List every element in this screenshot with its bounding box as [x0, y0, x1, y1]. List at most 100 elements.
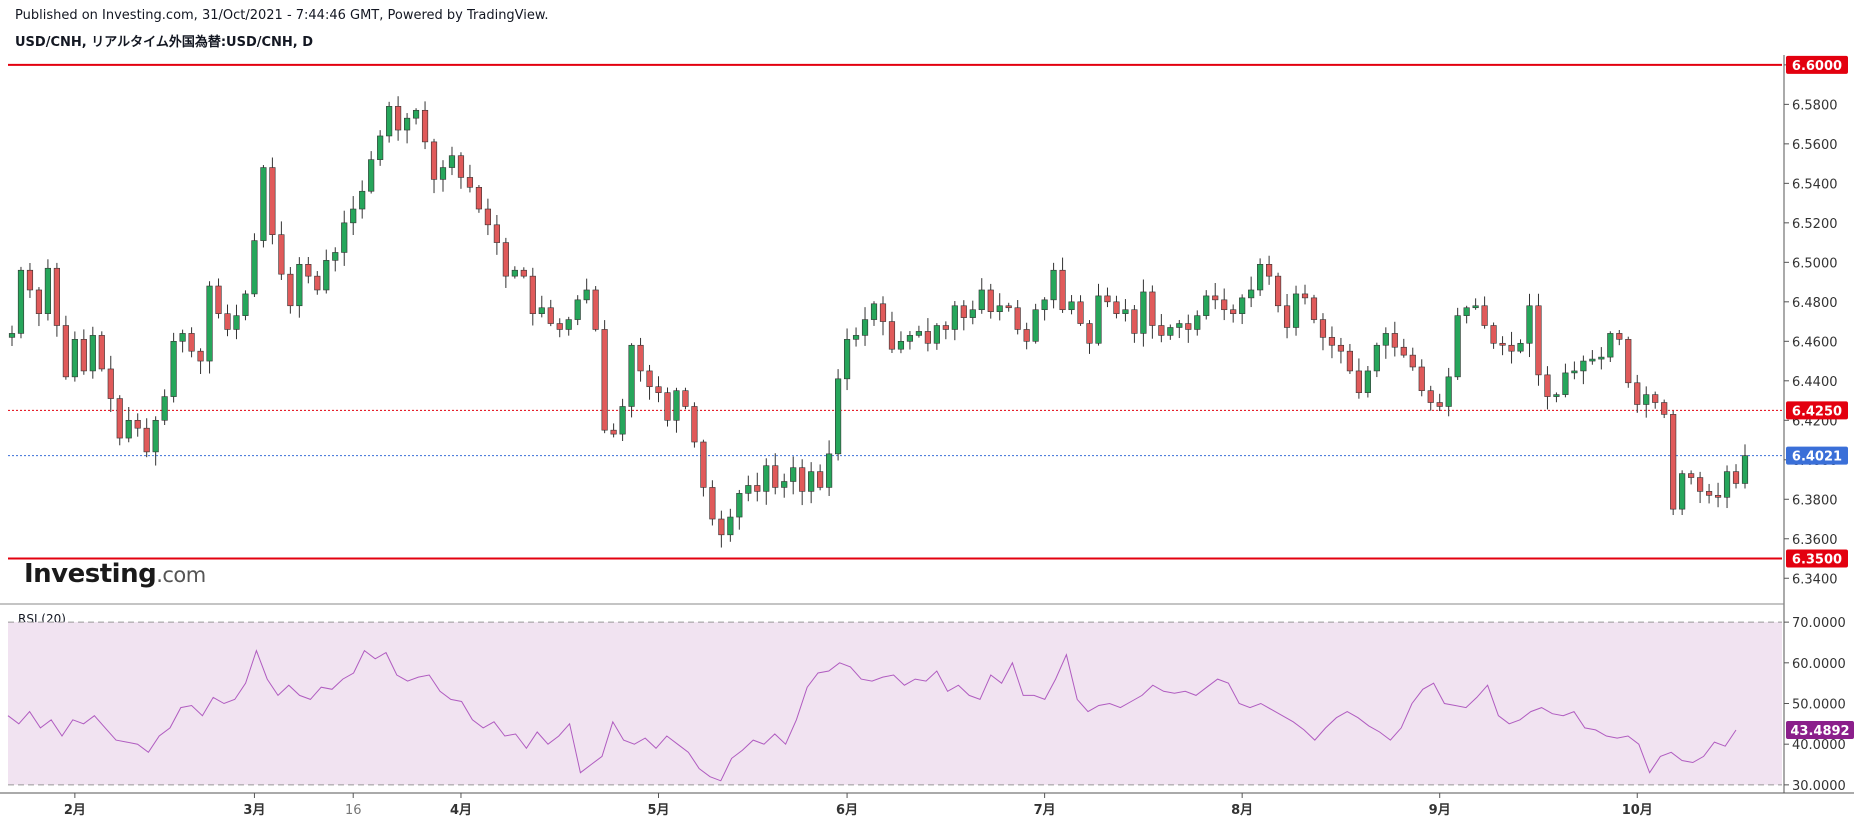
- candle[interactable]: [1275, 273, 1281, 313]
- candle[interactable]: [746, 476, 752, 502]
- candle[interactable]: [1248, 277, 1254, 307]
- candle[interactable]: [943, 321, 949, 339]
- candle[interactable]: [1464, 306, 1470, 324]
- candle[interactable]: [988, 284, 994, 319]
- candle[interactable]: [36, 287, 42, 326]
- candle[interactable]: [162, 389, 168, 425]
- candle[interactable]: [521, 267, 527, 278]
- candle[interactable]: [198, 348, 204, 374]
- candle[interactable]: [889, 312, 895, 353]
- candle[interactable]: [1239, 294, 1245, 324]
- candle[interactable]: [422, 101, 428, 149]
- candle[interactable]: [1060, 258, 1066, 313]
- candle[interactable]: [1563, 364, 1569, 398]
- candle[interactable]: [1168, 324, 1174, 339]
- candle[interactable]: [189, 327, 195, 357]
- candle[interactable]: [1590, 350, 1596, 365]
- candle[interactable]: [1051, 263, 1057, 309]
- candle[interactable]: [602, 320, 608, 433]
- candle[interactable]: [817, 464, 823, 490]
- candle[interactable]: [1087, 320, 1093, 354]
- candle[interactable]: [54, 263, 60, 337]
- candle[interactable]: [1347, 344, 1353, 374]
- candle[interactable]: [377, 130, 383, 166]
- candle[interactable]: [1024, 323, 1030, 350]
- candle[interactable]: [323, 250, 329, 294]
- candle[interactable]: [1356, 358, 1362, 398]
- candle[interactable]: [647, 365, 653, 400]
- candle[interactable]: [907, 331, 913, 349]
- candle[interactable]: [1311, 295, 1317, 323]
- candle[interactable]: [1069, 295, 1075, 314]
- candle[interactable]: [279, 221, 285, 280]
- candle[interactable]: [566, 317, 572, 336]
- candle[interactable]: [1509, 332, 1515, 364]
- candle[interactable]: [1329, 326, 1335, 358]
- candle[interactable]: [1545, 366, 1551, 409]
- candle[interactable]: [719, 511, 725, 548]
- candle[interactable]: [1284, 294, 1290, 338]
- candle[interactable]: [297, 257, 303, 318]
- candle[interactable]: [207, 281, 213, 373]
- candle[interactable]: [512, 266, 518, 278]
- candle[interactable]: [1096, 284, 1102, 346]
- candle[interactable]: [665, 387, 671, 426]
- candle[interactable]: [126, 407, 132, 442]
- candle[interactable]: [9, 326, 15, 346]
- candle[interactable]: [1455, 308, 1461, 380]
- candle[interactable]: [1015, 300, 1021, 334]
- candle[interactable]: [1105, 288, 1111, 308]
- candle[interactable]: [1401, 339, 1407, 358]
- candle[interactable]: [216, 278, 222, 318]
- candle[interactable]: [539, 296, 545, 318]
- candle[interactable]: [332, 247, 338, 271]
- candle[interactable]: [683, 388, 689, 410]
- price-axis[interactable]: 6.60006.58006.56006.54006.52006.50006.48…: [1784, 59, 1838, 587]
- candle[interactable]: [350, 196, 356, 235]
- candle[interactable]: [1428, 386, 1434, 411]
- candle[interactable]: [1608, 331, 1614, 362]
- candle[interactable]: [1383, 327, 1389, 358]
- candle[interactable]: [45, 259, 51, 320]
- candle[interactable]: [1221, 289, 1227, 321]
- candle[interactable]: [1643, 386, 1649, 417]
- candle[interactable]: [431, 139, 437, 193]
- candle[interactable]: [341, 211, 347, 266]
- candle[interactable]: [970, 301, 976, 325]
- candle[interactable]: [1078, 295, 1084, 326]
- candle[interactable]: [1491, 322, 1497, 348]
- candle[interactable]: [1033, 304, 1039, 344]
- candle[interactable]: [1670, 411, 1676, 515]
- candle[interactable]: [701, 440, 707, 497]
- candle[interactable]: [359, 180, 365, 218]
- candle[interactable]: [315, 271, 321, 295]
- candle[interactable]: [1437, 394, 1443, 411]
- candle[interactable]: [1338, 338, 1344, 363]
- candle[interactable]: [916, 326, 922, 338]
- candle[interactable]: [620, 399, 626, 441]
- candle[interactable]: [1617, 330, 1623, 345]
- candle[interactable]: [18, 267, 24, 338]
- candle[interactable]: [108, 356, 114, 412]
- candle[interactable]: [1177, 320, 1183, 338]
- candle[interactable]: [27, 263, 33, 298]
- candle[interactable]: [1203, 290, 1209, 319]
- candle[interactable]: [1132, 305, 1138, 343]
- candle[interactable]: [1706, 484, 1712, 503]
- candle[interactable]: [826, 440, 832, 496]
- candle[interactable]: [1114, 296, 1120, 319]
- candle[interactable]: [1006, 303, 1012, 312]
- candle[interactable]: [754, 473, 760, 502]
- candle[interactable]: [252, 233, 258, 297]
- candle[interactable]: [90, 327, 96, 379]
- candlesticks[interactable]: [9, 96, 1748, 547]
- candle[interactable]: [710, 480, 716, 525]
- candle[interactable]: [117, 395, 123, 445]
- candle[interactable]: [1527, 294, 1533, 357]
- candle[interactable]: [225, 305, 231, 337]
- candle[interactable]: [898, 331, 904, 353]
- candle[interactable]: [997, 293, 1003, 320]
- candle[interactable]: [1599, 347, 1605, 369]
- candle[interactable]: [1186, 315, 1192, 343]
- candle[interactable]: [1365, 366, 1371, 397]
